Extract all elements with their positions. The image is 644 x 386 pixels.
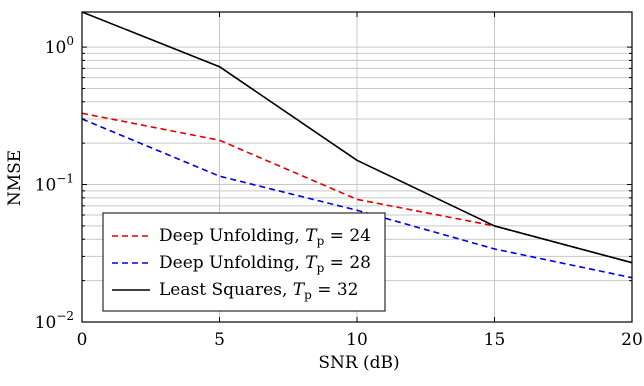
- legend-series-name: Deep Unfolding,: [159, 226, 305, 246]
- y-tick-base: 10: [45, 38, 67, 58]
- legend-tp-value: = 32: [312, 280, 359, 300]
- legend-tp-value: = 24: [324, 226, 371, 246]
- x-axis-label: SNR (dB): [318, 353, 399, 373]
- x-tick-label: 20: [621, 330, 643, 350]
- legend-label-3: Least Squares, Tp = 32: [159, 280, 359, 302]
- series-layer: [81, 11, 633, 279]
- y-tick-exponent: −2: [56, 309, 74, 323]
- y-tick-label: 10−1: [35, 172, 74, 196]
- legend-tp-value: = 28: [324, 253, 371, 273]
- legend-series-name: Deep Unfolding,: [159, 253, 305, 273]
- legend-label-2: Deep Unfolding, Tp = 28: [159, 253, 371, 275]
- x-tick-label: 10: [346, 330, 368, 350]
- legend-label-1: Deep Unfolding, Tp = 24: [159, 226, 371, 248]
- y-tick-label: 10−2: [35, 309, 74, 333]
- y-axis-label: NMSE: [5, 150, 25, 206]
- series-line-2: [81, 118, 633, 279]
- legend-tp-subscript: p: [317, 261, 325, 275]
- y-tick-base: 10: [35, 176, 57, 196]
- x-tick-label: 5: [214, 330, 225, 350]
- x-tick-label: 0: [77, 330, 88, 350]
- legend-tp-symbol: T: [293, 280, 306, 300]
- y-tick-base: 10: [35, 313, 57, 333]
- legend-series-name: Least Squares,: [159, 280, 293, 300]
- y-tick-exponent: −1: [56, 172, 74, 186]
- x-tick-label: 15: [484, 330, 506, 350]
- series-line-1: [81, 112, 633, 264]
- series-line-3: [81, 11, 633, 264]
- y-tick-label: 100: [45, 34, 74, 58]
- legend-tp-subscript: p: [304, 288, 312, 302]
- legend-box: [102, 212, 386, 312]
- legend-tp-subscript: p: [317, 234, 325, 248]
- axis-ticks: [81, 12, 633, 323]
- legend-tp-symbol: T: [305, 253, 318, 273]
- y-tick-exponent: 0: [66, 34, 74, 48]
- legend-tp-symbol: T: [305, 226, 318, 246]
